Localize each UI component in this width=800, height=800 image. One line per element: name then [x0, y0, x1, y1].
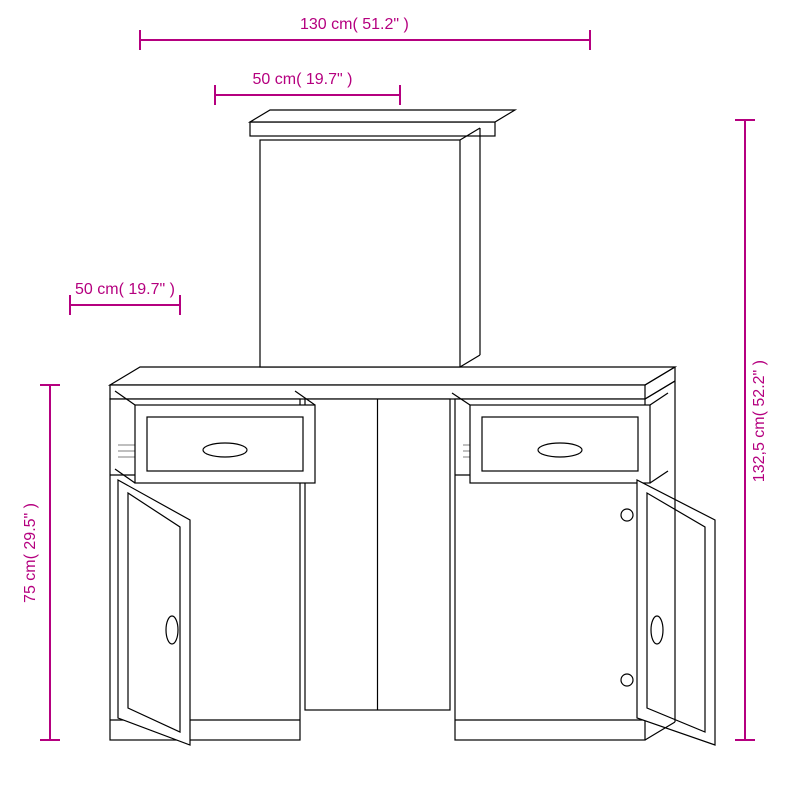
dim-total-width: 130 cm( 51.2" ) [300, 16, 409, 34]
furniture-drawing [110, 110, 715, 745]
dim-total-height: 132,5 cm( 52.2" ) [751, 360, 769, 482]
dim-depth: 50 cm( 19.7" ) [75, 281, 175, 299]
dim-table-height: 75 cm( 29.5" ) [22, 503, 40, 603]
diagram-canvas [0, 0, 800, 800]
dim-mirror-width: 50 cm( 19.7" ) [253, 71, 353, 89]
